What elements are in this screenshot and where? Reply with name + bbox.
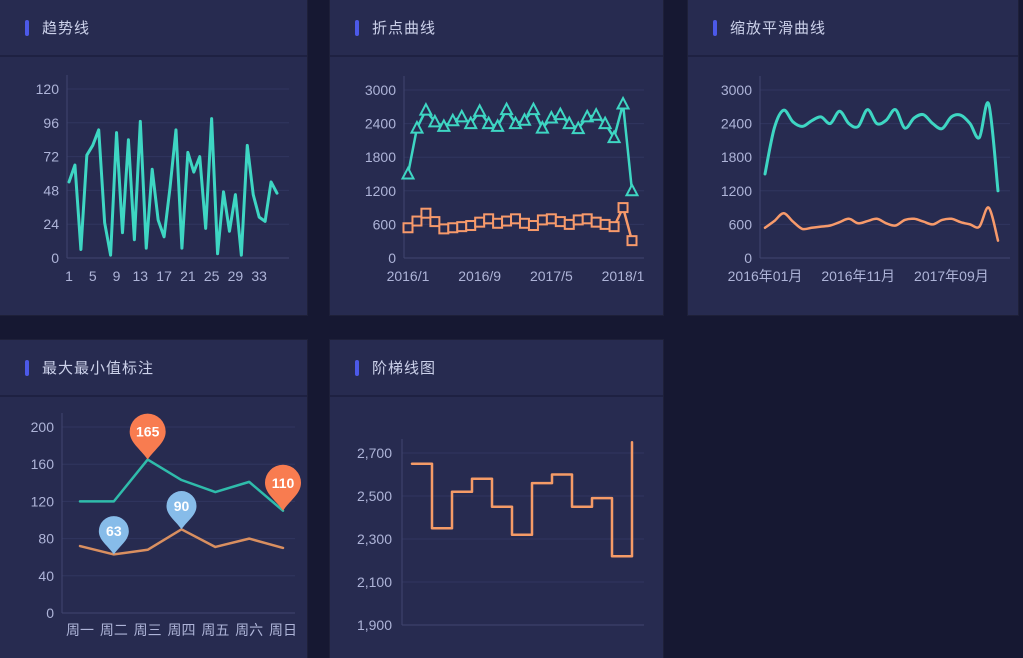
svg-text:1200: 1200 xyxy=(365,183,396,199)
svg-text:2,100: 2,100 xyxy=(357,574,392,590)
point-curve-chart-canvas[interactable]: 0 600 1200 1800 2400 3000 2016/1 2016/9 2017/5 20… xyxy=(330,57,663,315)
svg-text:120: 120 xyxy=(31,493,55,509)
panel-header: 折点曲线 xyxy=(330,0,663,57)
panel-title: 折点曲线 xyxy=(372,20,437,37)
panel-smooth-curve: 缩放平滑曲线 0 600 1200 1800 2400 3000 2016年01月 2016年… xyxy=(688,0,1018,315)
min-pin: 110 xyxy=(265,464,301,511)
svg-text:200: 200 xyxy=(31,419,55,435)
panel-min-max-annotation: 最大最小值标注 0 40 80 120 160 200 周一 周二 周三 周四 周五 周六 周日 165 1… xyxy=(0,340,307,658)
svg-text:0: 0 xyxy=(46,605,54,621)
svg-text:29: 29 xyxy=(228,268,244,284)
svg-text:1800: 1800 xyxy=(365,149,396,165)
svg-text:2,500: 2,500 xyxy=(357,488,392,504)
panel-title: 最大最小值标注 xyxy=(42,360,155,377)
svg-text:160: 160 xyxy=(31,456,55,472)
trend-chart-svg: 0 24 48 72 96 120 1 5 9 13 17 21 25 29 33 xyxy=(36,75,289,284)
svg-text:0: 0 xyxy=(744,250,752,266)
smooth-curve-chart-svg: 0 600 1200 1800 2400 3000 2016年01月 2016年11月 2017… xyxy=(721,76,1010,284)
svg-text:1: 1 xyxy=(65,268,73,284)
svg-text:2400: 2400 xyxy=(721,116,752,132)
svg-text:120: 120 xyxy=(36,81,60,97)
trend-chart-canvas[interactable]: 0 24 48 72 96 120 1 5 9 13 17 21 25 29 33 xyxy=(0,57,307,315)
svg-text:0: 0 xyxy=(51,250,59,266)
svg-text:90: 90 xyxy=(174,498,190,514)
svg-text:40: 40 xyxy=(38,568,54,584)
svg-text:110: 110 xyxy=(272,475,295,491)
svg-text:0: 0 xyxy=(388,250,396,266)
svg-text:周二: 周二 xyxy=(100,622,128,638)
svg-text:600: 600 xyxy=(729,216,753,232)
svg-text:3000: 3000 xyxy=(721,82,752,98)
svg-text:21: 21 xyxy=(180,268,196,284)
point-curve-chart-svg: 0 600 1200 1800 2400 3000 2016/1 2016/9 2017/5 20… xyxy=(365,76,645,284)
svg-text:周六: 周六 xyxy=(235,622,263,638)
panel-title: 趋势线 xyxy=(42,20,91,37)
svg-text:2,700: 2,700 xyxy=(357,445,392,461)
min-max-chart-canvas[interactable]: 0 40 80 120 160 200 周一 周二 周三 周四 周五 周六 周日 165 110 63 90 xyxy=(0,397,307,658)
svg-text:2016/9: 2016/9 xyxy=(458,268,501,284)
step-chart-svg: 1,900 2,100 2,300 2,500 2,700 xyxy=(357,439,644,633)
panel-trend-line: 趋势线 0 24 48 72 96 120 1 5 9 13 17 21 25 29 33 xyxy=(0,0,307,315)
title-accent-bar-icon xyxy=(25,19,29,36)
svg-text:1800: 1800 xyxy=(721,149,752,165)
svg-text:1,900: 1,900 xyxy=(357,617,392,633)
svg-text:9: 9 xyxy=(113,268,121,284)
svg-text:2016年11月: 2016年11月 xyxy=(821,268,895,284)
svg-text:33: 33 xyxy=(251,268,267,284)
svg-text:周五: 周五 xyxy=(201,622,229,638)
panel-header: 最大最小值标注 xyxy=(0,340,307,397)
panel-step-line: 阶梯线图 1,900 2,100 2,300 2,500 2,700 xyxy=(330,340,663,658)
panel-header: 阶梯线图 xyxy=(330,340,663,397)
svg-text:13: 13 xyxy=(133,268,149,284)
svg-text:周四: 周四 xyxy=(168,622,196,638)
panel-title: 缩放平滑曲线 xyxy=(730,20,827,37)
svg-text:63: 63 xyxy=(106,523,122,539)
min-pin: 63 xyxy=(98,516,129,555)
svg-text:2,300: 2,300 xyxy=(357,531,392,547)
svg-text:600: 600 xyxy=(373,216,397,232)
svg-text:周一: 周一 xyxy=(66,622,94,638)
svg-text:2017/5: 2017/5 xyxy=(530,268,573,284)
svg-text:3000: 3000 xyxy=(365,82,396,98)
title-accent-bar-icon xyxy=(25,359,29,376)
svg-text:17: 17 xyxy=(156,268,172,284)
svg-text:2016年01月: 2016年01月 xyxy=(728,268,803,284)
svg-text:24: 24 xyxy=(43,216,59,232)
max-pin: 90 xyxy=(166,491,197,530)
svg-text:48: 48 xyxy=(43,182,59,198)
svg-text:2016/1: 2016/1 xyxy=(387,268,430,284)
min-max-chart-svg: 0 40 80 120 160 200 周一 周二 周三 周四 周五 周六 周日 165 110 63 90 xyxy=(31,413,301,638)
panel-header: 趋势线 xyxy=(0,0,307,57)
svg-text:25: 25 xyxy=(204,268,220,284)
svg-text:2400: 2400 xyxy=(365,116,396,132)
title-accent-bar-icon xyxy=(355,19,359,36)
svg-text:80: 80 xyxy=(38,531,54,547)
svg-text:2018/1: 2018/1 xyxy=(602,268,645,284)
svg-text:2017年09月: 2017年09月 xyxy=(914,268,989,284)
title-accent-bar-icon xyxy=(355,359,359,376)
title-accent-bar-icon xyxy=(713,19,717,36)
svg-text:周三: 周三 xyxy=(134,622,162,638)
svg-text:165: 165 xyxy=(136,424,160,440)
svg-text:72: 72 xyxy=(43,149,59,165)
panel-title: 阶梯线图 xyxy=(372,360,437,377)
panel-point-curve: 折点曲线 0 600 1200 1800 2400 3000 2016/1 2016/9 201… xyxy=(330,0,663,315)
max-pin: 165 xyxy=(129,413,166,460)
svg-text:周日: 周日 xyxy=(269,622,297,638)
svg-text:1200: 1200 xyxy=(721,183,752,199)
svg-text:5: 5 xyxy=(89,268,97,284)
svg-text:96: 96 xyxy=(43,115,59,131)
panel-header: 缩放平滑曲线 xyxy=(688,0,1018,57)
smooth-curve-chart-canvas[interactable]: 0 600 1200 1800 2400 3000 2016年01月 2016年11月 2017… xyxy=(688,57,1018,315)
step-chart-canvas[interactable]: 1,900 2,100 2,300 2,500 2,700 xyxy=(330,397,663,658)
